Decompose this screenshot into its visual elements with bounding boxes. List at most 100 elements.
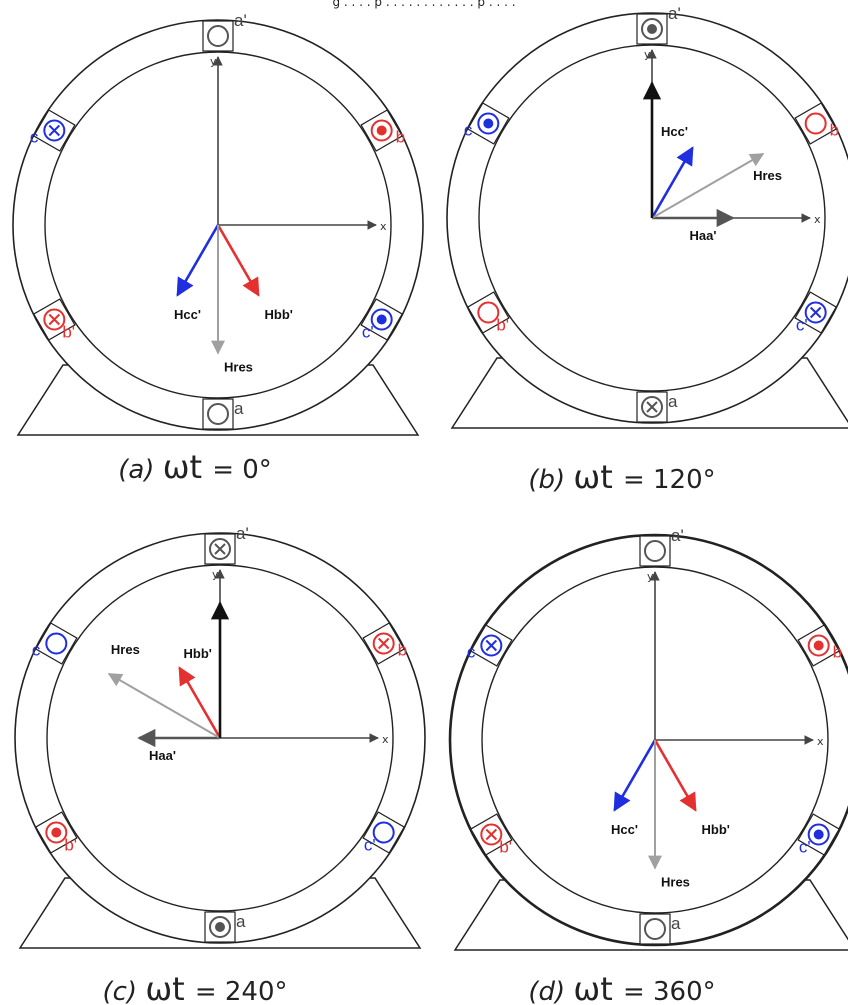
slot-c-prime: c' [360,298,403,342]
caption-letter: (c) [102,977,145,1005]
vector-label: Hbb' [702,822,730,837]
slot-a-prime: a' [202,11,247,52]
x-axis-label: x [382,733,389,746]
cross-icon [48,124,61,137]
slot-label: a' [234,11,247,30]
caption-omega-t: ωt [573,970,623,1005]
slot-label: b' [64,836,77,855]
vector-label: Hcc' [611,822,638,837]
vector-hcc: Hcc' [650,124,694,219]
conductor-empty [804,112,827,135]
caption-omega-t: ωt [163,448,213,486]
caption-value: = 120° [623,465,716,495]
slot-label: a' [236,524,249,543]
slot-label: c' [796,316,808,335]
caption-value: = 240° [195,977,288,1005]
dot-icon [813,640,824,651]
conductor-empty [644,918,666,940]
slot-label: c' [364,836,376,855]
cross-icon [485,639,498,652]
x-axis-label: x [814,213,821,226]
caption-omega-t: ωt [145,970,195,1005]
panel-caption: (d) ωt = 360° [528,970,715,1005]
slot-b-prime: b' [470,813,513,857]
slot-label: a' [671,526,684,545]
slot-label: a [671,914,681,933]
cross-icon [214,543,226,555]
vector-label: Hres [753,168,782,183]
conductor-empty [372,821,395,844]
vector-hres: Hres [211,225,253,374]
slot-label: a [234,399,244,418]
slot-label: b' [62,323,75,342]
slot-c: c [30,109,76,152]
vector-hres: Hres [107,642,221,739]
slot-c-prime: c' [797,813,840,857]
slot-label: c [32,641,41,660]
slot-label: c [464,121,473,140]
slot-label: a [236,912,246,931]
slot-label: b [833,643,842,662]
slot-label: b' [496,316,509,335]
conductor-empty [644,540,666,562]
conductor-empty [477,301,500,324]
slot-label: b [396,128,405,147]
cross-icon [48,313,61,326]
y-axis-label: y [647,570,654,583]
vector-hcc: Hcc' [174,224,220,322]
y-axis-label: y [644,48,651,61]
vector-label: Haa' [149,748,176,763]
dot-icon [376,125,387,136]
slot-label: b [830,121,839,140]
caption-letter: (b) [528,465,573,495]
vector-label: Hbb' [265,307,293,322]
vector-label: Hbb' [184,646,212,661]
cross-icon [377,637,390,650]
slot-label: c [30,128,39,147]
panel-caption: (a) ωt = 0° [118,448,272,486]
slot-label: b' [499,838,512,857]
x-axis-label: x [380,220,387,233]
slot-label: c [467,643,476,662]
y-axis-label: y [212,568,219,581]
dot-icon [51,827,62,838]
slot-c-prime: c' [794,291,837,335]
caption-letter: (a) [118,455,162,485]
vector-hbb: Hbb' [653,739,730,837]
vector-hbb: Hbb' [216,224,293,322]
cross-icon [809,306,822,319]
slot-b-prime: b' [467,291,510,335]
x-axis-label: x [817,735,824,748]
y-axis-label: y [210,55,217,68]
slot-a-prime: a' [639,526,684,567]
vector-hres: Hres [648,740,690,889]
slot-c: c [467,624,513,667]
slot-label: c' [799,838,811,857]
dot-icon [215,922,225,932]
slot-b: b [794,102,839,145]
dot-icon [376,314,387,325]
slot-a: a [204,911,246,943]
slot-b: b [797,624,842,667]
vector-label: Hres [111,642,140,657]
slot-b: b [360,109,405,152]
panel-caption: (c) ωt = 240° [102,970,287,1005]
slot-b-prime: b' [33,298,76,342]
vector-label: Hres [224,359,253,374]
vector-label: Haa' [690,228,717,243]
slot-c-prime: c' [362,811,405,855]
vector-label: Hres [661,874,690,889]
slot-label: a' [668,4,681,23]
slot-label: c' [362,323,374,342]
vector-haa: Haa' [652,208,735,243]
caption-omega-t: ωt [573,458,623,496]
conductor-empty [207,25,229,47]
caption-value: = 360° [623,977,716,1005]
vector-hcc: Hcc' [611,739,657,837]
caption-letter: (d) [528,977,573,1005]
slot-a: a [202,398,244,430]
dot-icon [813,829,824,840]
slot-label: b [398,641,407,660]
panel-a: x y a' a b c b' c' Hcc' Hbb' Hres (a) ωt = 0° [12,11,424,486]
slot-label: a [668,392,678,411]
